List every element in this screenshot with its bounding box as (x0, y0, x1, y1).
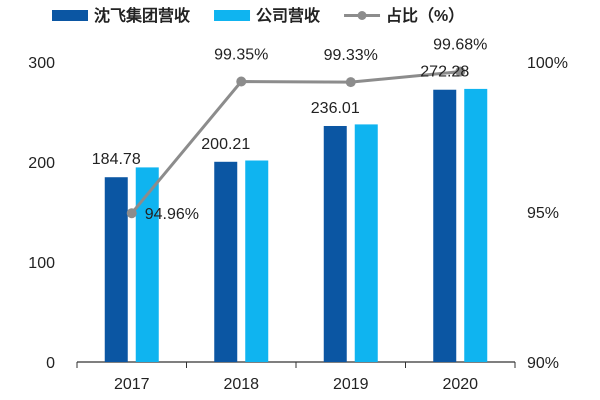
line-value-label: 99.35% (214, 47, 268, 64)
line-point (126, 208, 137, 219)
legend-swatch-1 (214, 10, 251, 21)
data-labels: 184.78 200.21 236.01 272.28 94.96% 99.35% 99.3… (92, 37, 488, 224)
legend: 沈飞集团营收 公司营收 占比（%） (52, 6, 464, 25)
line-value-label: 94.96% (145, 206, 199, 223)
line-point (345, 77, 356, 88)
line-value-label: 99.33% (324, 47, 378, 64)
bar-1-2020 (464, 88, 488, 363)
right-tick-label: 90% (527, 355, 559, 372)
bar-value-label: 272.28 (420, 64, 469, 81)
bar-series (104, 88, 488, 363)
left-tick-label: 200 (28, 155, 55, 172)
bar-1-2019 (354, 124, 378, 363)
bar-value-label: 184.78 (92, 151, 141, 168)
legend-swatch-0 (52, 10, 88, 21)
bar-0-2017 (104, 177, 128, 362)
right-tick-label: 95% (527, 205, 559, 222)
left-tick-label: 0 (46, 355, 55, 372)
line-value-label: 99.68% (433, 37, 487, 54)
bar-1-2017 (135, 167, 159, 362)
left-y-axis: 0 100 200 300 (28, 55, 55, 372)
right-y-axis: 90% 95% 100% (527, 55, 568, 372)
x-tick-label: 2018 (223, 376, 259, 393)
bar-1-2018 (245, 160, 269, 362)
bar-value-label: 236.01 (311, 100, 360, 117)
bar-0-2019 (323, 125, 347, 363)
line-series (126, 66, 466, 219)
left-tick-label: 100 (28, 255, 55, 272)
bar-0-2018 (214, 161, 238, 362)
bar-value-label: 200.21 (201, 136, 250, 153)
legend-label-2: 占比（%） (386, 6, 464, 25)
line-path (130, 70, 461, 215)
x-tick-label: 2017 (114, 376, 150, 393)
legend-label-1: 公司营收 (256, 6, 320, 25)
legend-label-0: 沈飞集团营收 (94, 6, 190, 25)
x-tick-label: 2019 (333, 376, 369, 393)
line-point (236, 76, 247, 87)
line-point (455, 66, 466, 77)
bar-0-2020 (433, 89, 457, 362)
legend-marker-2 (357, 11, 367, 20)
right-tick-label: 100% (527, 55, 568, 72)
x-tick-label: 2020 (442, 376, 478, 393)
left-tick-label: 300 (28, 55, 55, 72)
x-axis: 2017 2018 2019 2020 (76, 361, 516, 393)
